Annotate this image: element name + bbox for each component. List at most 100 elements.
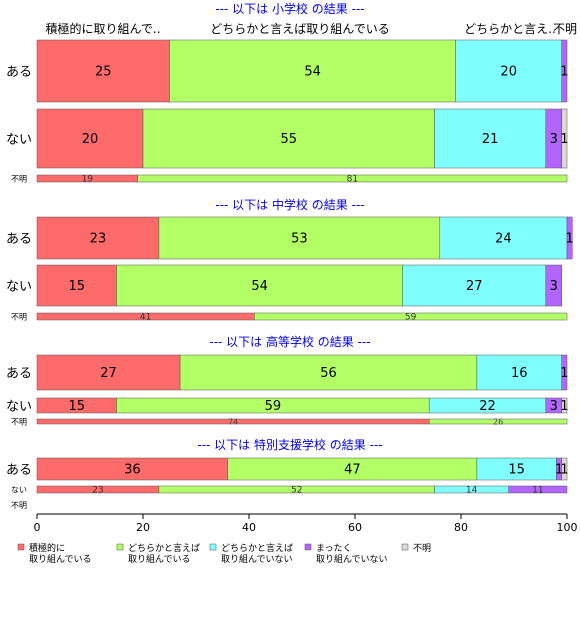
row-label: ない	[6, 133, 32, 148]
data-label: 22	[479, 399, 496, 414]
legend-swatch	[17, 543, 25, 551]
legend-swatch	[116, 543, 124, 551]
row-label: 不明	[11, 418, 27, 427]
row-label: ない	[11, 486, 27, 495]
row-label: 不明	[11, 501, 27, 510]
legend-label: 不明	[413, 543, 431, 554]
legend-label: 取り組んでいる	[128, 553, 191, 565]
data-label: 3	[550, 279, 558, 294]
panel-1: --- 以下は 中学校 の結果 --- ある 23 53 24 1 ない 15 54 27 3 不明 4…	[6, 197, 574, 323]
data-label: 15	[68, 279, 85, 294]
data-label: 21	[482, 132, 499, 147]
bar-segment	[179, 354, 478, 391]
bar-segment	[402, 264, 547, 307]
row-label: 不明	[11, 175, 27, 184]
legend-item: 不明	[401, 543, 431, 554]
data-label: 54	[251, 279, 268, 294]
bar-segment	[36, 39, 170, 103]
x-tick-label: 40	[242, 521, 256, 534]
data-label: 19	[82, 175, 94, 185]
row-label: ない	[6, 400, 32, 415]
x-tick-label: 60	[348, 521, 362, 534]
data-label: 41	[140, 313, 151, 323]
data-label: 1	[560, 463, 568, 478]
bar-segment	[561, 457, 568, 481]
panel-title: --- 以下は 特別支援学校 の結果 ---	[197, 437, 382, 452]
data-label: 20	[82, 132, 99, 147]
bar-segment	[254, 312, 568, 321]
data-label: 1	[560, 399, 568, 414]
data-label: 52	[291, 486, 302, 496]
bar-segment	[137, 174, 568, 183]
row-label: ある	[6, 65, 32, 80]
data-label: 27	[100, 366, 117, 381]
legend-label: まったく	[316, 543, 352, 554]
legend-swatch	[304, 543, 312, 551]
data-label: 25	[95, 65, 112, 80]
data-label: 55	[280, 132, 297, 147]
data-label: 74	[228, 417, 238, 426]
data-label: 56	[320, 366, 337, 381]
data-label: 3	[550, 399, 558, 414]
data-label: 23	[92, 486, 103, 496]
bar-segment	[561, 39, 568, 103]
data-label: 14	[466, 486, 478, 496]
data-label: 3	[550, 132, 558, 147]
bar-segment	[158, 216, 441, 260]
x-tick-label: 100	[557, 521, 578, 534]
bar-segment	[545, 264, 562, 307]
bar-segment	[476, 354, 562, 391]
row-label: ある	[6, 232, 32, 247]
top-label-3: 不明	[553, 22, 577, 36]
legend-label: 積極的に	[29, 542, 65, 554]
panel-2: --- 以下は 高等学校 の結果 ---ある 27 56 16 1ない 15 59 22 3 1不…	[6, 334, 568, 427]
row-label: ない	[6, 280, 32, 295]
bar-segment	[508, 485, 568, 494]
bar-segment	[561, 397, 568, 414]
bar-segment	[428, 418, 568, 425]
top-label-0: 積極的に取り組んで..	[45, 21, 160, 36]
bar-segment	[434, 108, 547, 169]
panel-0: --- 以下は 小学校 の結果 ---ある 25 54 20 1ない 20 55 21 3 1不明…	[6, 1, 568, 185]
bar-segment	[36, 108, 144, 169]
legend-swatch	[209, 543, 217, 551]
data-label: 23	[90, 232, 107, 247]
data-label: 1	[566, 232, 574, 247]
x-tick-label: 0	[34, 521, 41, 534]
x-tick-label: 20	[136, 521, 150, 534]
bar-segment	[36, 264, 117, 307]
panel-3: --- 以下は 特別支援学校 の結果 --- ある 36 47 15 11 ない 23 52 14…	[6, 437, 568, 510]
data-label: 16	[511, 366, 528, 381]
legend-item: どちらかと言えば取り組んでいる	[116, 542, 200, 565]
row-label: ある	[6, 367, 32, 382]
panel-title: --- 以下は 高等学校 の結果 ---	[209, 334, 370, 349]
legend-label: 取り組んでいる	[29, 553, 92, 565]
data-label: 81	[347, 175, 358, 185]
bar-segment	[566, 216, 573, 260]
data-label: 53	[291, 232, 308, 247]
legend-label: 取り組んでいない	[316, 553, 388, 565]
data-label: 36	[124, 463, 141, 478]
panel-title: --- 以下は 小学校 の結果 ---	[215, 1, 364, 16]
top-label-2: どちらかと言え..	[464, 22, 556, 36]
x-tick-label: 80	[454, 521, 468, 534]
row-label: 不明	[11, 313, 27, 322]
panel-title: --- 以下は 中学校 の結果 ---	[215, 197, 364, 212]
data-label: 47	[344, 463, 361, 478]
legend-label: どちらかと言えば	[221, 542, 293, 554]
bar-segment	[142, 108, 435, 169]
legend-swatch	[401, 543, 409, 551]
legend-label: 取り組んでいない	[221, 553, 293, 565]
data-label: 15	[68, 399, 85, 414]
data-label: 24	[495, 232, 512, 247]
legend-label: どちらかと言えば	[128, 542, 200, 554]
bar-segment	[116, 264, 403, 307]
data-label: 59	[405, 313, 417, 323]
top-label-1: どちらかと言えば取り組んでいる	[210, 22, 389, 36]
data-label: 1	[560, 65, 568, 80]
data-label: 26	[493, 417, 503, 426]
